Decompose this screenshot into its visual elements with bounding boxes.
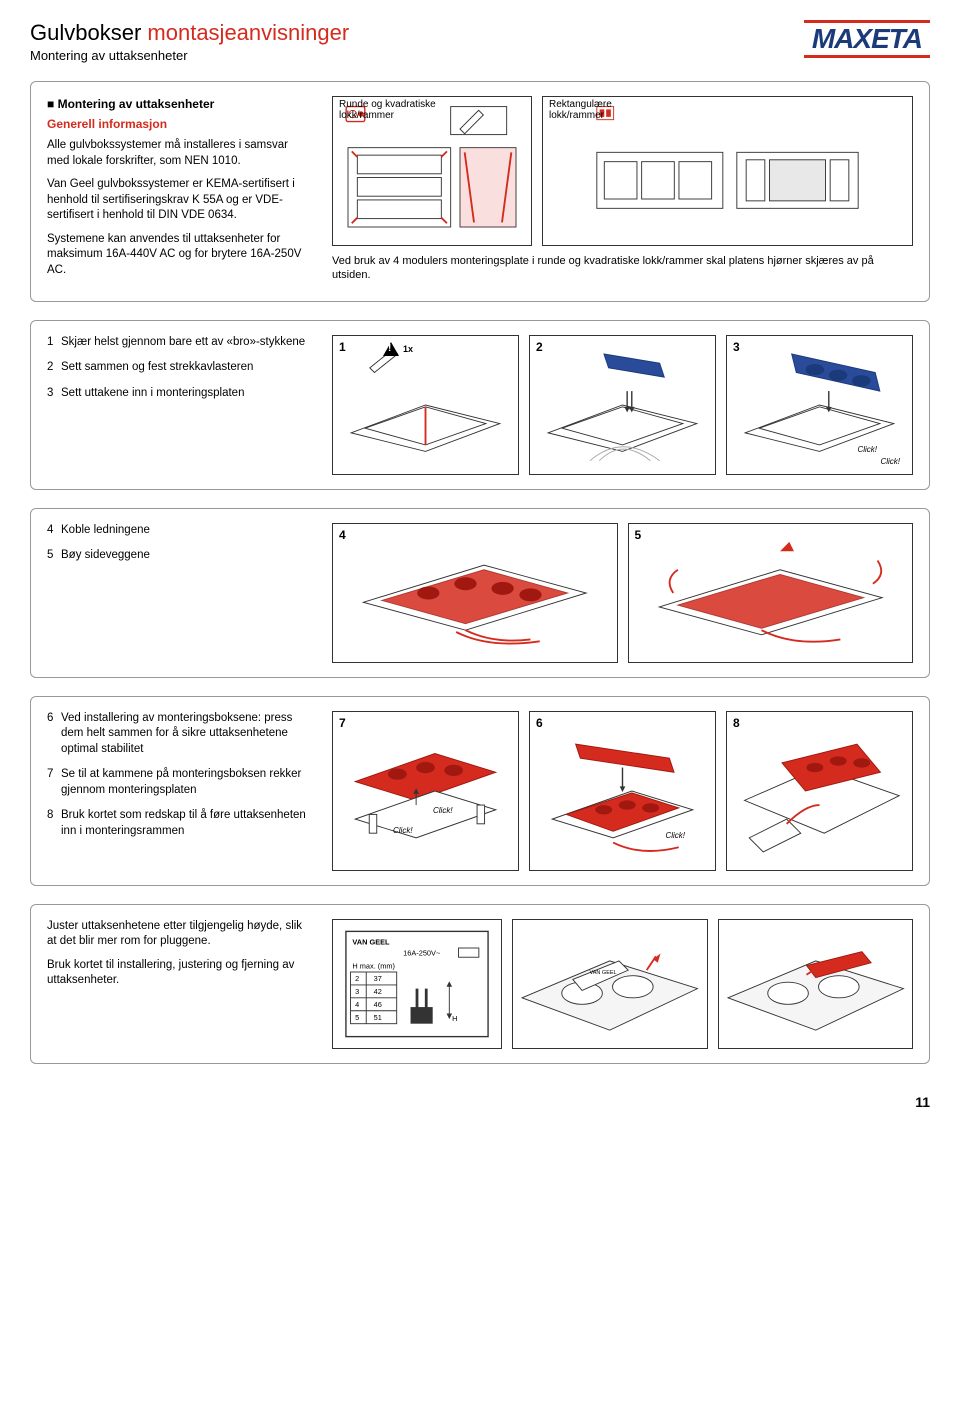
section5-para1: Juster uttaksenhetene etter tilgjengelig… [47,919,312,950]
section-steps-4-5: 4 Koble ledningene 5 Bøy sideveggene 4 [30,508,930,678]
section-steps-1-3: 1 Skjær helst gjennom bare ett av «bro»-… [30,320,930,490]
section5-text: Juster uttaksenhetene etter tilgjengelig… [47,919,312,1049]
section3-text: 4 Koble ledningene 5 Bøy sideveggene [47,523,312,663]
panel4-diagram [337,528,613,658]
page-subtitle: Montering av uttaksenheter [30,48,349,63]
section1-para2: Van Geel gulvbokssystemer er KEMA-sertif… [47,177,312,224]
panel4-num: 4 [339,528,346,542]
round-square-diagram [337,101,527,241]
warning-1x: 1x [383,342,413,356]
panel-1: 1 1x [332,335,519,475]
step-8: 8 Bruk kortet som redskap til å føre utt… [47,808,312,839]
panel2-diagram [534,340,711,470]
panel-6: 6 Click! [529,711,716,871]
panel-3: 3 Click! Click! [726,335,913,475]
panel7-num: 7 [339,716,346,730]
page-header: Gulvbokser montasjeanvisninger Montering… [30,20,930,63]
warning-text: 1x [403,344,413,354]
panel7-diagram [337,716,514,866]
label-round-square: Runde og kvadratiske lokk/rammer [339,99,449,121]
svg-text:42: 42 [374,987,382,996]
panel-7: 7 Click! Click! [332,711,519,871]
section-adjust: Juster uttaksenhetene etter tilgjengelig… [30,904,930,1064]
svg-text:VAN GEEL: VAN GEEL [589,969,616,975]
section-general-info: Montering av uttaksenheter Generell info… [30,81,930,302]
svg-text:2: 2 [355,974,359,983]
section1-illustrations: Runde og kvadratiske lokk/rammer [332,96,913,287]
svg-text:4: 4 [355,1000,359,1009]
click-label-3b: Click! [857,445,877,454]
section1-subheading: Generell informasjon [47,116,312,132]
step-2: 2 Sett sammen og fest strekkavlasteren [47,360,312,376]
panel3-num: 3 [733,340,740,354]
rectangular-diagram [547,101,908,241]
card-diagram: VAN GEEL 16A-250V~ H max. (mm) 2 37 3 42 4… [337,924,497,1044]
step-3: 3 Sett uttakene inn i monteringsplaten [47,386,312,402]
section1-text: Montering av uttaksenheter Generell info… [47,96,312,287]
click-label-7a: Click! [393,826,413,835]
click-label-7b: Click! [433,806,453,815]
label-rectangular: Rektangulære lokk/rammer [549,99,649,121]
page-number: 11 [30,1094,930,1110]
panel5-diagram [633,528,909,658]
section1-para1: Alle gulvbokssystemer må installeres i s… [47,138,312,169]
warning-triangle-icon [383,342,399,356]
svg-text:46: 46 [374,1000,382,1009]
panel-2: 2 [529,335,716,475]
section1-caption: Ved bruk av 4 modulers monteringsplate i… [332,254,913,283]
section5-illustrations: VAN GEEL 16A-250V~ H max. (mm) 2 37 3 42 4… [332,919,913,1049]
panel3-diagram [731,340,908,470]
section1-para3: Systemene kan anvendes til uttaksenheter… [47,232,312,279]
panel6-diagram [534,716,711,866]
panel6-num: 6 [536,716,543,730]
section4-text: 6 Ved installering av monteringsboksene:… [47,711,312,871]
svg-text:37: 37 [374,974,382,983]
click-label-3a: Click! [880,457,900,466]
step-5: 5 Bøy sideveggene [47,548,312,564]
panel-8: 8 [726,711,913,871]
section2-illustrations: 1 1x 2 [332,335,913,475]
brand-logo: MAXETA [804,20,930,58]
title-part1: Gulvbokser [30,20,141,45]
step-1: 1 Skjær helst gjennom bare ett av «bro»-… [47,335,312,351]
adjust2-diagram [723,924,909,1044]
svg-text:3: 3 [355,987,359,996]
panel-5: 5 [628,523,914,663]
click-label-6: Click! [665,831,685,840]
step-6: 6 Ved installering av monteringsboksene:… [47,711,312,758]
illus-round-square: Runde og kvadratiske lokk/rammer [332,96,532,246]
section5-para2: Bruk kortet til installering, justering … [47,958,312,989]
card-hmax-svg: H max. (mm) [352,961,395,970]
card-brand-svg: VAN GEEL [352,937,390,946]
adjust1-diagram: VAN GEEL [517,924,703,1044]
panel8-num: 8 [733,716,740,730]
panel2-num: 2 [536,340,543,354]
title-block: Gulvbokser montasjeanvisninger Montering… [30,20,349,63]
title-part2: montasjeanvisninger [147,20,349,45]
svg-text:5: 5 [355,1013,359,1022]
page-title: Gulvbokser montasjeanvisninger [30,20,349,46]
panel1-num: 1 [339,340,346,354]
panel-adjust-2 [718,919,914,1049]
svg-text:H: H [452,1013,457,1022]
svg-text:51: 51 [374,1013,382,1022]
section3-illustrations: 4 5 [332,523,913,663]
section2-text: 1 Skjær helst gjennom bare ett av «bro»-… [47,335,312,475]
panel-card: VAN GEEL 16A-250V~ H max. (mm) 2 37 3 42 4… [332,919,502,1049]
panel5-num: 5 [635,528,642,542]
panel-adjust-1: VAN GEEL [512,919,708,1049]
card-spec-svg: 16A-250V~ [403,948,440,957]
section1-heading: Montering av uttaksenheter [47,96,312,112]
section-steps-6-8: 6 Ved installering av monteringsboksene:… [30,696,930,886]
panel8-diagram [731,716,908,866]
panel-4: 4 [332,523,618,663]
section4-illustrations: 7 Click! Click! 6 [332,711,913,871]
panel1-diagram [337,340,514,470]
step-4: 4 Koble ledningene [47,523,312,539]
illus-rectangular: Rektangulære lokk/rammer [542,96,913,246]
step-7: 7 Se til at kammene på monteringsboksen … [47,767,312,798]
